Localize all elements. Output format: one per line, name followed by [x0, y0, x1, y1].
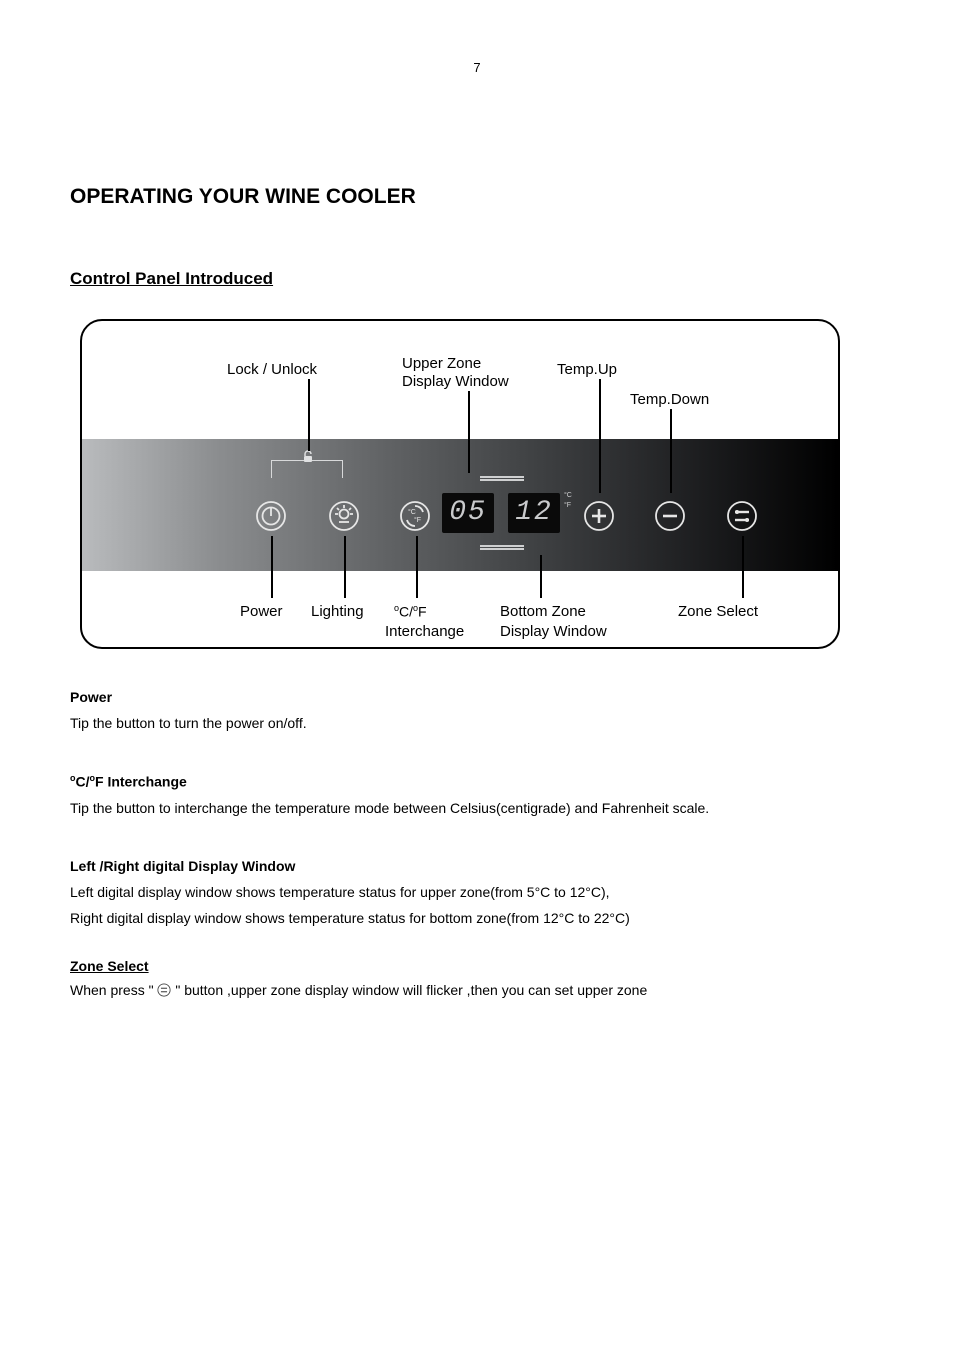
para-displays-1: Left digital display window shows temper…	[70, 882, 884, 902]
line	[670, 409, 672, 493]
callout-bottom-zone-2: Display Window	[500, 623, 607, 640]
callout-cf-l2: Interchange	[385, 623, 464, 640]
callout-cf-l1: oC/oF	[394, 603, 427, 621]
line	[308, 379, 310, 451]
para-zone-select: When press " " button ,upper zone displa…	[70, 980, 884, 1000]
line	[468, 391, 470, 473]
heading-cf: oC/oF Interchange	[70, 773, 884, 790]
callout-upper-zone-2: Display Window	[402, 373, 509, 390]
callout-temp-up: Temp.Up	[557, 361, 617, 378]
plus-icon	[583, 500, 615, 532]
callout-temp-down: Temp.Down	[630, 391, 709, 408]
unit-c-label: °C	[564, 491, 572, 500]
para-cf: Tip the button to interchange the temper…	[70, 798, 884, 818]
power-icon	[255, 500, 287, 532]
line	[416, 536, 418, 598]
callout-power: Power	[240, 603, 283, 620]
line	[271, 536, 273, 598]
svg-text:°C: °C	[408, 508, 416, 516]
control-panel-diagram: °C°F 05 12 °C °F Lock / Unlock Upper Zon…	[70, 319, 884, 649]
lighting-icon	[328, 500, 360, 532]
cf-icon: °C°F	[399, 500, 431, 532]
heading-zone-select: Zone Select	[70, 958, 884, 974]
heading-displays: Left /Right digital Display Window	[70, 858, 884, 874]
unit-f-label: °F	[564, 501, 571, 510]
callout-lighting: Lighting	[311, 603, 364, 620]
callout-lock-unlock: Lock / Unlock	[227, 361, 317, 378]
subsection-title: Control Panel Introduced	[70, 269, 884, 289]
display-upper-zone: 05	[442, 493, 494, 533]
para-displays-2: Right digital display window shows tempe…	[70, 908, 884, 928]
line	[742, 536, 744, 598]
line	[540, 555, 542, 598]
upper-bar-icon	[480, 476, 524, 481]
lower-bar-icon	[480, 545, 524, 550]
callout-zone-select: Zone Select	[678, 603, 758, 620]
lock-icon	[300, 449, 316, 465]
page-number: 7	[70, 60, 884, 75]
zone-select-icon	[726, 500, 758, 532]
line	[599, 379, 601, 493]
section-title: OPERATING YOUR WINE COOLER	[70, 185, 884, 209]
callout-bottom-zone: Bottom Zone	[500, 603, 586, 620]
heading-power: Power	[70, 689, 884, 705]
para-power: Tip the button to turn the power on/off.	[70, 713, 884, 733]
line	[344, 536, 346, 598]
display-bottom-zone: 12	[508, 493, 560, 533]
svg-text:°F: °F	[414, 516, 421, 524]
callout-upper-zone: Upper Zone	[402, 355, 481, 372]
minus-icon	[654, 500, 686, 532]
